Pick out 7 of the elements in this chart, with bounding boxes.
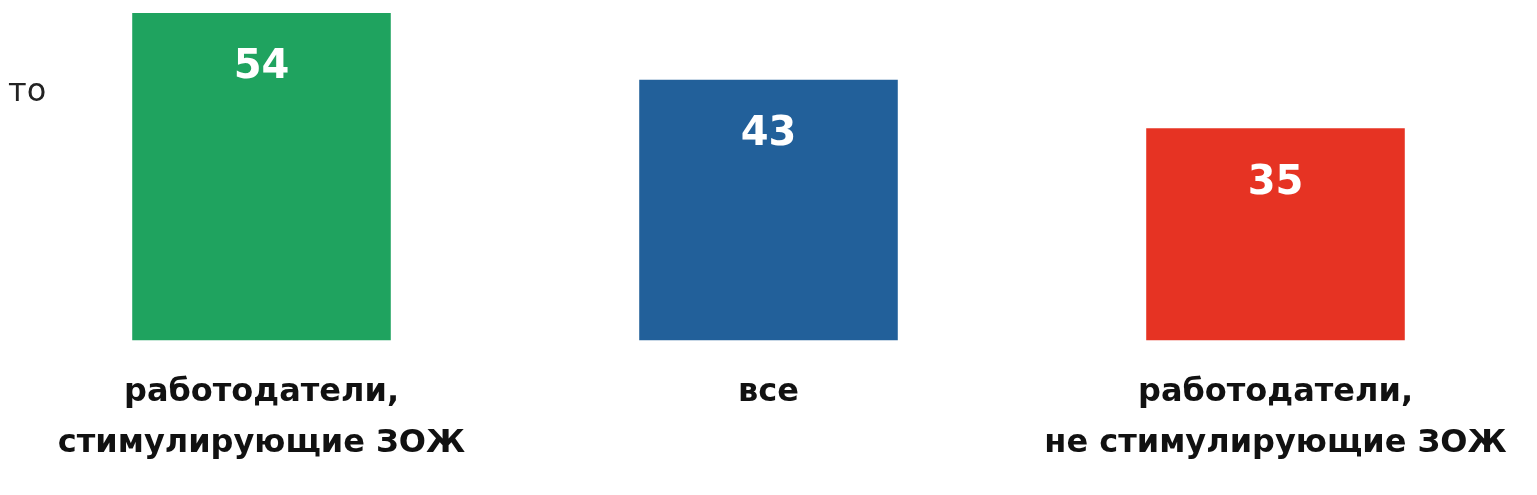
x-tick-label: все <box>738 370 799 409</box>
x-tick-label: работодатели, стимулирующие ЗОЖ <box>57 370 466 460</box>
x-tick-label: работодатели, не стимулирующие ЗОЖ <box>1044 370 1507 460</box>
data-label: 54 <box>233 41 290 88</box>
data-label: 43 <box>740 108 797 155</box>
data-label: 35 <box>1247 156 1304 203</box>
annotation: то <box>8 71 47 110</box>
